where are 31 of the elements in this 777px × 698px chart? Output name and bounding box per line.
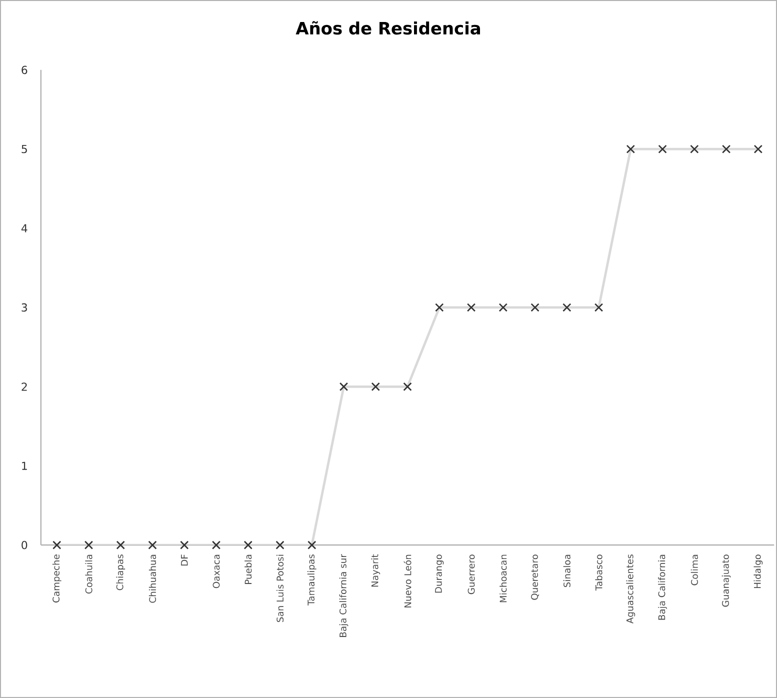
x-tick-label: Nayarit xyxy=(371,554,380,587)
x-tick-label: Baja California xyxy=(658,554,667,620)
y-tick-label: 6 xyxy=(22,66,28,74)
x-tick-label: Queretaro xyxy=(531,554,540,600)
y-tick-label: 0 xyxy=(22,540,28,550)
x-tick-label: Baja California sur xyxy=(339,554,348,637)
x-tick-label: Campeche xyxy=(52,554,62,602)
x-tick-label: Aguascalientes xyxy=(626,554,636,624)
x-tick-label: Sinaloa xyxy=(563,554,570,588)
y-tick-label: 2 xyxy=(22,382,27,391)
y-tick-label: 3 xyxy=(22,303,27,312)
x-tick-label: Tamaulipas xyxy=(307,554,316,606)
x-tick-label: Guanajuato xyxy=(722,554,731,607)
x-tick-label: Chiapas xyxy=(116,554,126,590)
y-tick-label: 4 xyxy=(21,224,28,232)
x-tick-label: Nuevo León xyxy=(404,554,412,608)
y-tick-label: 1 xyxy=(22,462,27,470)
x-tick-label: Puebla xyxy=(244,554,252,584)
x-tick-label: Coahuila xyxy=(85,554,92,594)
x-tick-label: Tabasco xyxy=(595,554,602,591)
x-tick-label: Oaxaca xyxy=(212,554,220,588)
y-tick-label: 5 xyxy=(22,145,27,154)
x-tick-label: Colima xyxy=(690,554,698,586)
chart-title: Años de Residencia xyxy=(296,21,480,35)
x-tick-label: Durango xyxy=(435,554,444,593)
x-tick-label: DF xyxy=(181,554,188,566)
x-tick-label: Chihuahua xyxy=(148,554,156,603)
x-tick-label: Hidalgo xyxy=(754,554,763,588)
x-tick-label: Guerrero xyxy=(468,554,475,594)
x-tick-label: San Luis Potosi xyxy=(276,554,284,622)
x-tick-label: Michoacan xyxy=(500,554,507,602)
